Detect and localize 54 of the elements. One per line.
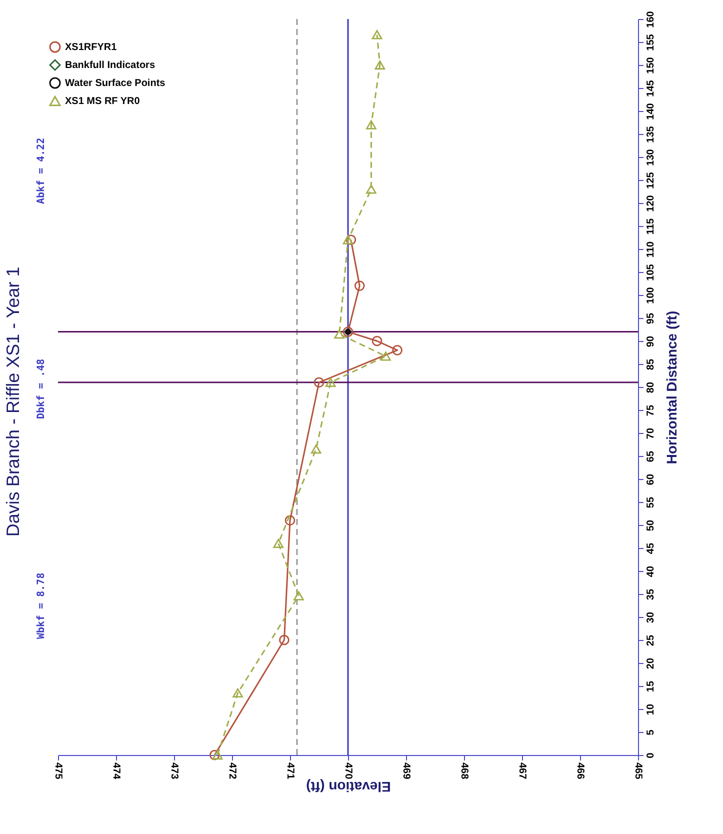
y-tick-label: 105	[646, 264, 656, 281]
y-tick-label: 110	[646, 241, 656, 258]
y-tick-label: 90	[646, 336, 656, 348]
legend-label: XS1RFYR1	[65, 42, 118, 53]
y-tick-label: 160	[646, 10, 656, 28]
y-tick-label: 95	[646, 312, 656, 324]
y-tick-label: 20	[646, 658, 656, 670]
y-tick-label: 25	[646, 634, 656, 646]
y-tick-label: 85	[646, 358, 656, 370]
y-tick-label: 130	[646, 148, 656, 166]
y-tick-label: 125	[646, 172, 656, 189]
y-tick-label: 140	[646, 102, 656, 120]
y-tick-label: 60	[646, 474, 656, 486]
text: Abkf = 4.22	[36, 138, 47, 204]
y-tick-label: 15	[646, 680, 656, 692]
x-tick-label: 471	[284, 762, 296, 780]
y-tick-label: 155	[646, 34, 656, 51]
y-tick-label: 65	[646, 450, 656, 462]
y-tick-label: 40	[646, 566, 656, 578]
legend-label: Water Surface Points	[65, 78, 166, 89]
y-tick-label: 5	[646, 729, 656, 736]
x-tick-label: 470	[342, 762, 354, 780]
legend-label: Bankfull Indicators	[65, 60, 156, 71]
y-tick-label: 10	[646, 704, 656, 716]
text: Dbkf = .48	[36, 358, 47, 419]
x-axis-title: Elevation (ft)	[306, 779, 391, 796]
y-tick-label: 145	[646, 80, 656, 97]
y-tick-label: 135	[646, 126, 656, 143]
x-tick-label: 468	[458, 762, 470, 780]
x-tick-label: 473	[168, 762, 180, 780]
y-tick-label: 35	[646, 588, 656, 600]
text: Wbkf = 8.78	[36, 572, 47, 639]
x-tick-label: 466	[574, 762, 586, 780]
y-tick-label: 70	[646, 428, 656, 440]
x-tick-label: 472	[226, 762, 238, 780]
y-tick-label: 100	[646, 286, 656, 304]
text: Davis Branch - Riffle XS1 - Year 1	[3, 266, 23, 537]
legend-label: XS1 MS RF YR0	[65, 96, 140, 107]
y-tick-label: 55	[646, 496, 656, 508]
y-tick-label: 30	[646, 612, 656, 624]
x-tick-label: 474	[110, 762, 122, 780]
x-tick-label: 465	[632, 762, 644, 780]
y-axis-title: Horizontal Distance (ft)	[664, 310, 680, 464]
y-tick-label: 0	[646, 752, 656, 758]
x-tick-label: 467	[516, 762, 528, 780]
y-tick-label: 45	[646, 542, 656, 554]
y-tick-label: 150	[646, 56, 656, 74]
y-tick-label: 50	[646, 520, 656, 532]
x-tick-label: 475	[52, 762, 64, 780]
y-tick-label: 120	[646, 194, 656, 212]
y-tick-label: 75	[646, 404, 656, 416]
y-tick-label: 80	[646, 382, 656, 394]
x-tick-label: 469	[400, 762, 412, 780]
y-tick-label: 115	[646, 218, 656, 235]
